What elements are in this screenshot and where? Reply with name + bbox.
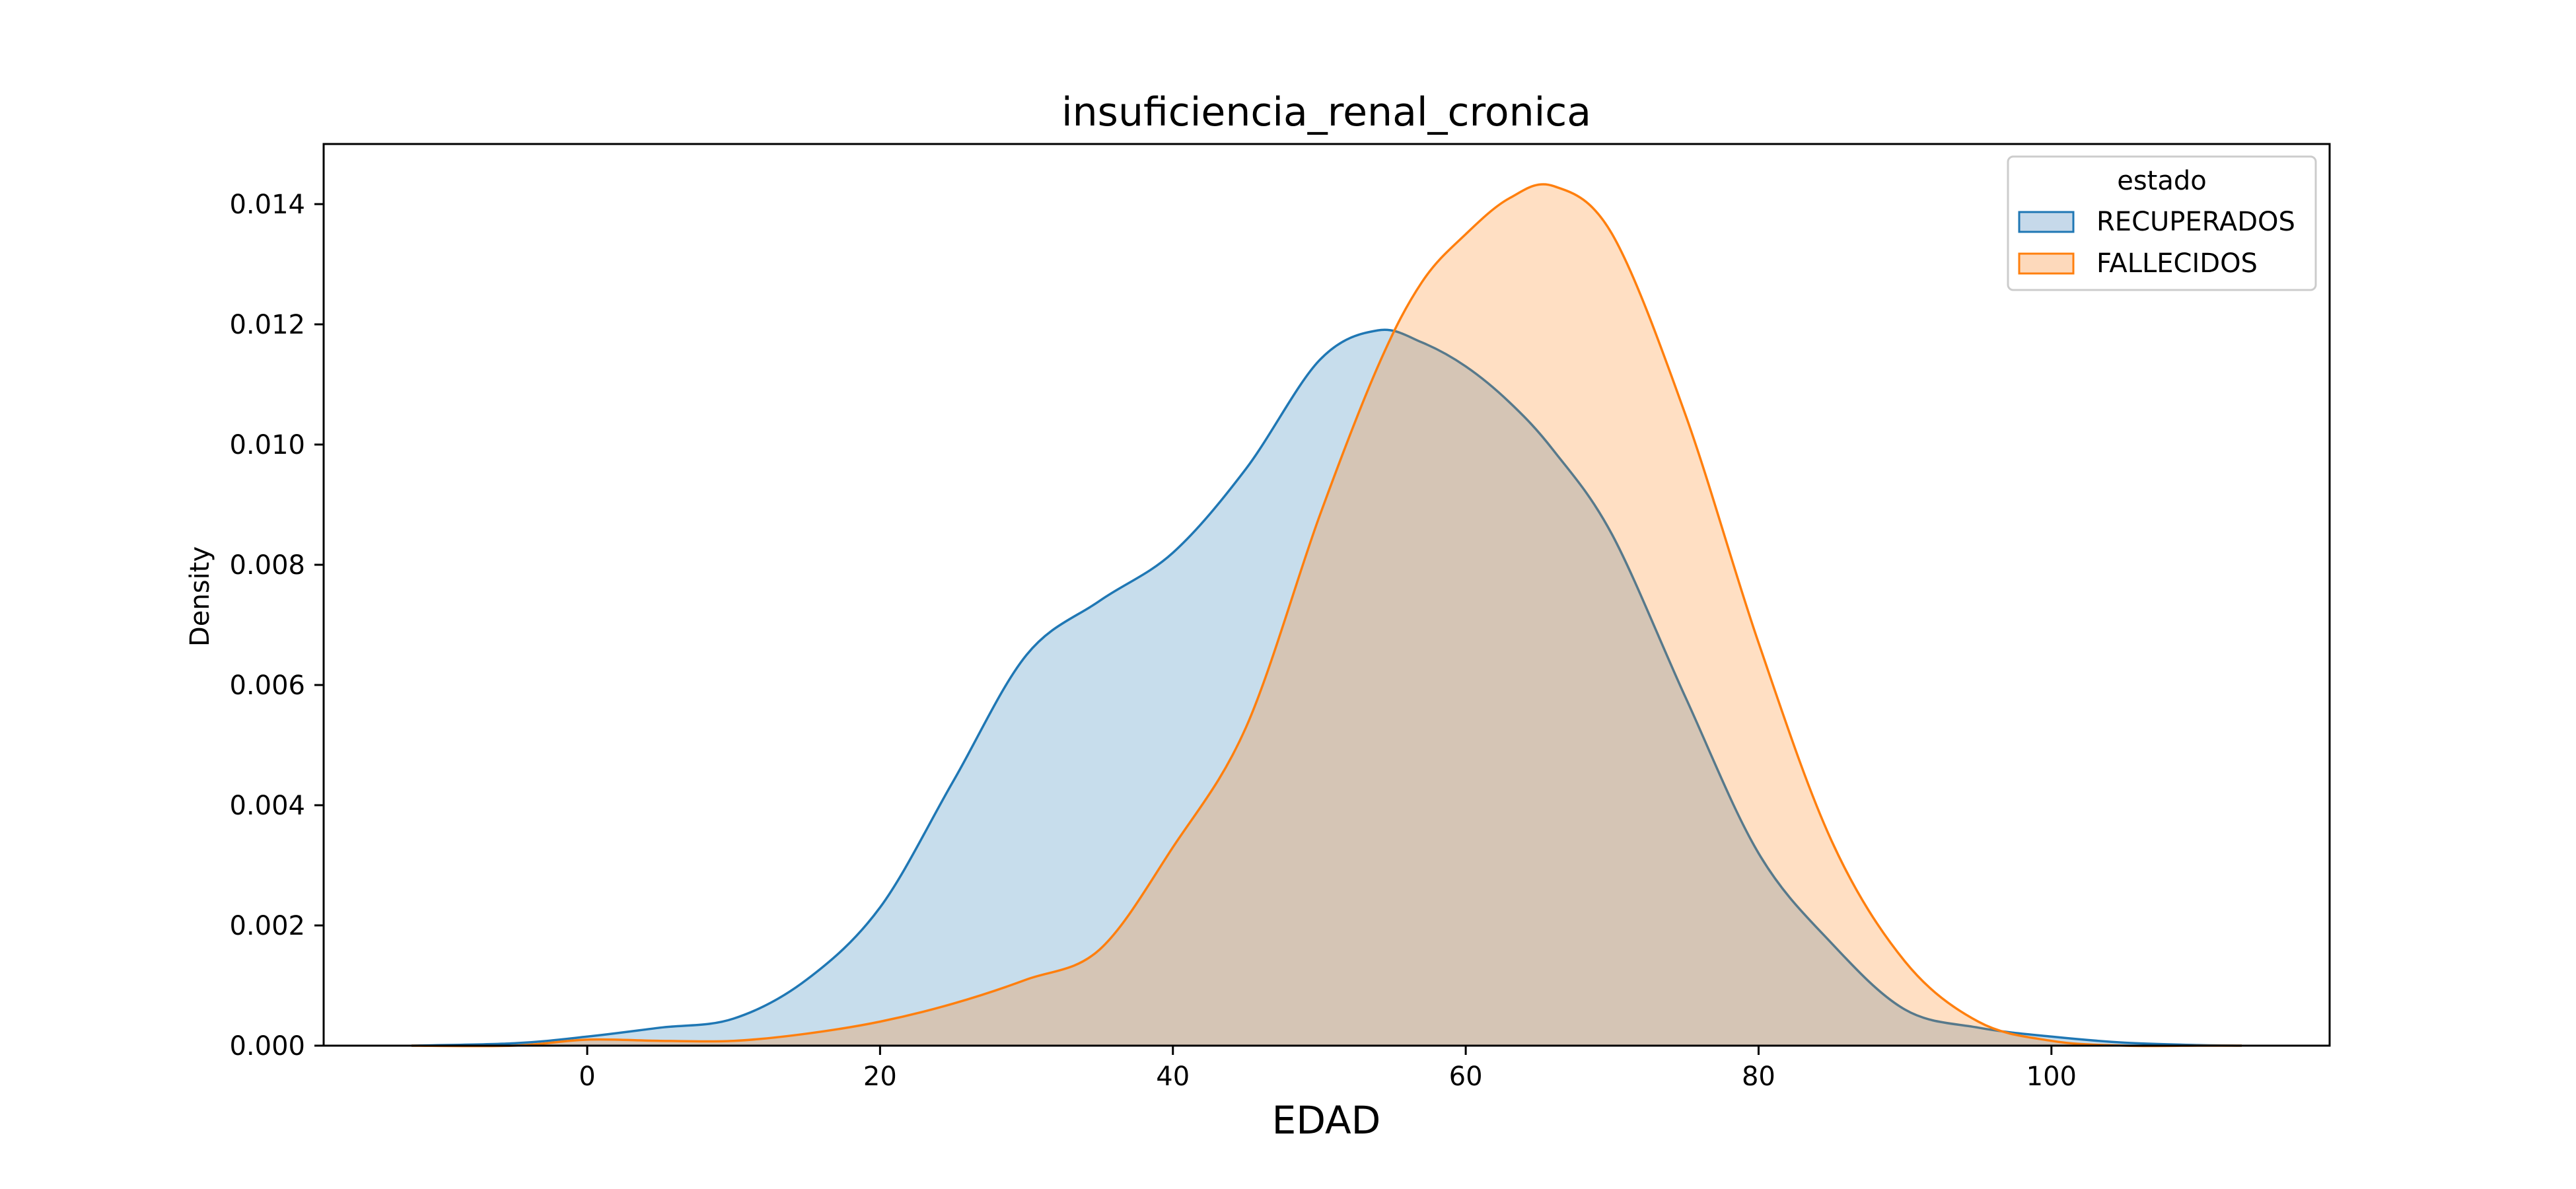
series-layer (411, 183, 2242, 1048)
chart-title: insuficiencia_renal_cronica (1061, 89, 1591, 135)
x-tick-label: 60 (1449, 1062, 1483, 1092)
y-tick-label: 0.014 (229, 190, 305, 220)
legend-swatch-fallecidos (2018, 252, 2075, 275)
x-tick-label: 80 (1742, 1062, 1775, 1092)
x-tick-label: 40 (1156, 1062, 1190, 1092)
y-tick-label: 0.008 (229, 550, 305, 581)
y-tick-label: 0.010 (229, 430, 305, 460)
x-axis: 0 20 40 60 80 100 (579, 1046, 2077, 1092)
legend-box (2007, 155, 2317, 291)
y-tick-label: 0.004 (229, 791, 305, 821)
y-axis-label: Density (185, 546, 215, 647)
x-tick-label: 20 (863, 1062, 897, 1092)
y-axis: 0.000 0.002 0.004 0.006 0.008 0.010 0.012 0.014 (229, 190, 324, 1062)
density-line-fallecidos (411, 183, 2242, 1048)
x-axis-label: EDAD (1272, 1098, 1381, 1143)
x-tick-label: 0 (579, 1062, 595, 1092)
legend-label-fallecidos: FALLECIDOS (2096, 248, 2258, 279)
y-tick-label: 0.002 (229, 911, 305, 941)
legend: estado RECUPERADOS FALLECIDOS (2007, 155, 2317, 291)
legend-title: estado (2117, 166, 2207, 196)
axes-frame (322, 143, 2331, 1047)
area-fill-recuperados (411, 330, 2242, 1046)
legend-swatch-recuperados (2018, 211, 2075, 233)
density-line-recuperados (411, 328, 2242, 1047)
y-tick-label: 0.000 (229, 1031, 305, 1062)
legend-label-recuperados: RECUPERADOS (2096, 207, 2295, 237)
y-tick-label: 0.006 (229, 670, 305, 701)
y-tick-label: 0.012 (229, 310, 305, 340)
x-tick-label: 100 (2026, 1062, 2077, 1092)
area-fill-fallecidos (411, 184, 2242, 1046)
